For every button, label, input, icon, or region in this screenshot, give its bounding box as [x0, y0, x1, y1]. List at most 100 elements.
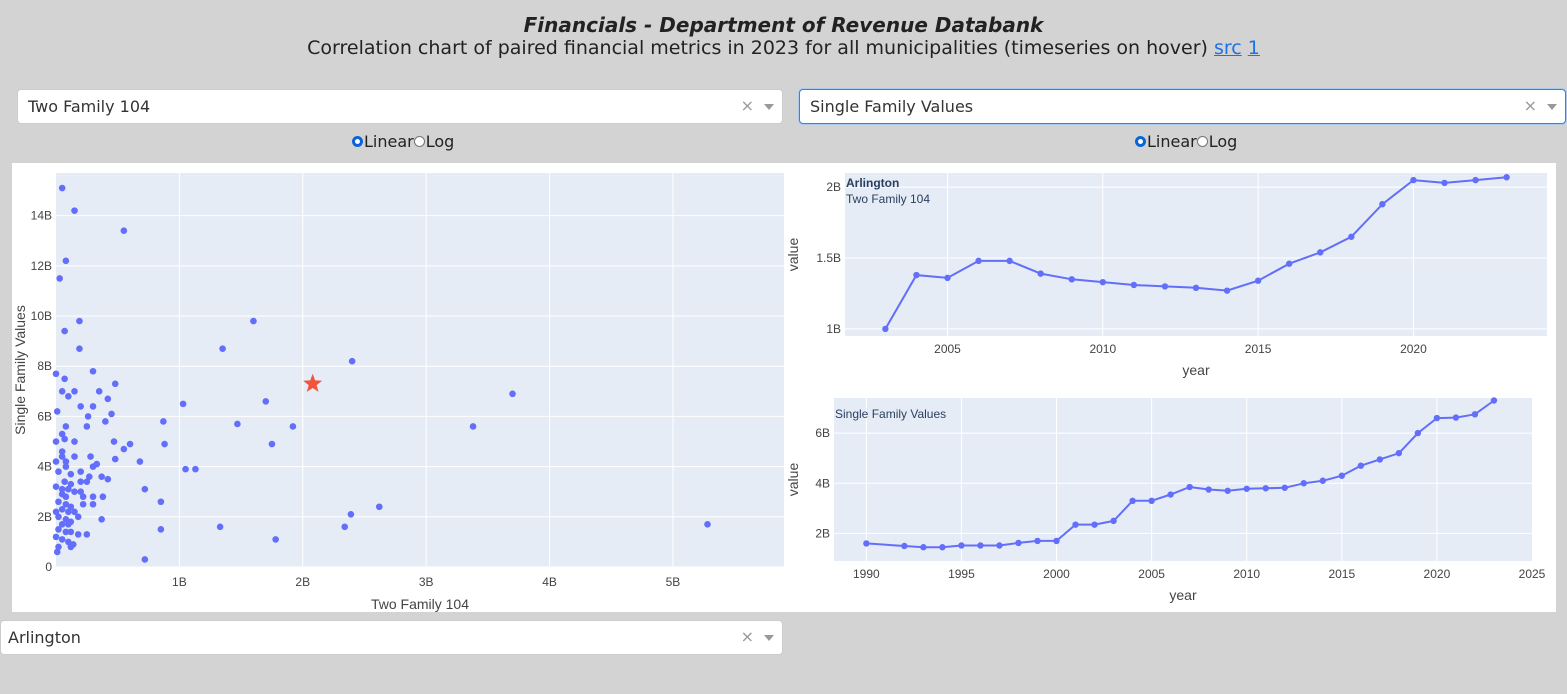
- series-point: [1319, 477, 1326, 484]
- y-metric-chevron-down-icon[interactable]: [1547, 104, 1557, 110]
- y-metric-value: Single Family Values: [810, 97, 974, 116]
- scatter-point: [53, 408, 61, 415]
- scatter-point: [55, 513, 62, 521]
- x-metric-chevron-down-icon[interactable]: [764, 104, 774, 110]
- src-link[interactable]: src: [1213, 37, 1242, 59]
- series-point: [1161, 283, 1169, 290]
- series-point: [1243, 485, 1250, 492]
- x-tick-label: 2000: [1043, 567, 1070, 581]
- scatter-point: [71, 388, 78, 395]
- scale-radio-left: Linear Log: [352, 132, 454, 151]
- y-tick-label: 1B: [826, 322, 841, 336]
- scatter-point: [93, 460, 101, 468]
- x-tick-label: 2005: [934, 342, 961, 356]
- scale-radio-right: Linear Log: [1135, 132, 1237, 151]
- x-tick-label: 5B: [666, 575, 681, 589]
- scatter-point: [108, 410, 115, 418]
- series-point: [1300, 480, 1307, 487]
- x-metric-dropdown[interactable]: Two Family 104 ×: [17, 89, 783, 124]
- series-point: [1338, 472, 1346, 479]
- municipality-dropdown[interactable]: Arlington ×: [0, 620, 783, 655]
- series-point: [1053, 537, 1060, 545]
- scatter-point: [86, 473, 93, 480]
- scatter-point: [84, 413, 92, 420]
- scatter-point: [98, 516, 105, 523]
- x-axis-label: Two Family 104: [371, 596, 469, 612]
- scatter-point: [52, 483, 60, 490]
- y-tick-label: 2B: [815, 526, 830, 540]
- scatter-point: [216, 523, 224, 531]
- y-tick-label: 4B: [815, 476, 830, 490]
- scatter-point: [71, 438, 78, 445]
- scatter-point: [120, 445, 128, 453]
- scatter-point: [62, 463, 70, 470]
- series-point: [1441, 179, 1448, 187]
- ref-link-1[interactable]: 1: [1247, 37, 1260, 59]
- y-tick-label: 12B: [31, 259, 52, 273]
- scatter-point: [67, 470, 75, 478]
- municipality-value: Arlington: [8, 628, 81, 647]
- y-metric-dropdown[interactable]: Single Family Values ×: [799, 89, 1566, 124]
- series-point: [1205, 486, 1212, 493]
- scatter-point: [62, 257, 70, 265]
- scatter-point: [77, 488, 84, 496]
- x-tick-label: 4B: [542, 575, 557, 589]
- series-point: [1034, 537, 1041, 545]
- scale-left-linear-radio[interactable]: Linear: [352, 132, 414, 151]
- plot-area: [834, 398, 1532, 561]
- municipality-clear-icon[interactable]: ×: [740, 627, 754, 646]
- radio-label: Linear: [1147, 132, 1197, 151]
- scatter-point: [98, 473, 105, 480]
- scatter-point: [95, 388, 103, 395]
- scatter-point: [67, 543, 75, 551]
- scatter-point: [55, 498, 62, 506]
- scale-left-log-radio[interactable]: Log: [413, 132, 454, 151]
- scatter-point: [76, 317, 83, 325]
- y-axis-label: value: [785, 238, 801, 272]
- page-title: Financials - Department of Revenue Datab…: [523, 13, 1044, 37]
- scatter-point: [179, 400, 187, 408]
- series-point: [1068, 276, 1075, 283]
- scatter-point: [67, 480, 75, 488]
- radio-dot[interactable]: [1196, 136, 1208, 147]
- series-point: [996, 542, 1003, 549]
- scatter-point: [272, 536, 279, 543]
- series-point: [1357, 462, 1365, 469]
- x-tick-label: 2005: [1138, 567, 1165, 581]
- scatter-point: [250, 317, 257, 325]
- scatter-point: [161, 440, 168, 448]
- y-axis-label: value: [785, 463, 801, 497]
- y-tick-label: 4B: [37, 460, 52, 474]
- scale-right-log-radio[interactable]: Log: [1196, 132, 1237, 151]
- x-metric-clear-icon[interactable]: ×: [740, 96, 754, 115]
- radio-dot[interactable]: [1135, 136, 1146, 147]
- series-point: [1262, 485, 1269, 492]
- scale-right-linear-radio[interactable]: Linear: [1135, 132, 1197, 151]
- scatter-point: [65, 521, 72, 528]
- scatter-point: [268, 440, 276, 448]
- y-tick-label: 6B: [815, 426, 830, 440]
- y-tick-label: 2B: [826, 180, 841, 194]
- scatter-point: [104, 395, 112, 403]
- scatter-point: [58, 448, 66, 455]
- scatter-point: [61, 327, 68, 335]
- municipality-chevron-down-icon[interactable]: [764, 635, 774, 641]
- x-tick-label: 1B: [172, 575, 187, 589]
- y-tick-label: 8B: [37, 359, 52, 373]
- radio-dot[interactable]: [413, 136, 425, 147]
- scatter-point: [77, 468, 84, 475]
- series-point: [913, 271, 920, 279]
- timeseries-charts[interactable]: 2005 2010 2015 2020 1B 1.5B 2B year value Arlingt…: [784, 163, 1556, 612]
- y-metric-clear-icon[interactable]: ×: [1523, 96, 1537, 115]
- x-tick-label: 2B: [295, 575, 310, 589]
- x-axis-label: year: [1182, 362, 1210, 378]
- x-tick-label: 2010: [1089, 342, 1116, 356]
- x-tick-label: 2025: [1519, 567, 1546, 581]
- scatter-point: [509, 390, 516, 398]
- series-point: [1224, 487, 1231, 494]
- radio-dot[interactable]: [352, 136, 363, 147]
- x-axis-label: year: [1169, 587, 1197, 603]
- scatter-chart[interactable]: 1B 2B 3B 4B 5B 0 2B 4B 6B 8B 10B 12B 14B Two Family 1…: [12, 163, 784, 612]
- scatter-point: [67, 528, 75, 536]
- scatter-point: [55, 543, 62, 551]
